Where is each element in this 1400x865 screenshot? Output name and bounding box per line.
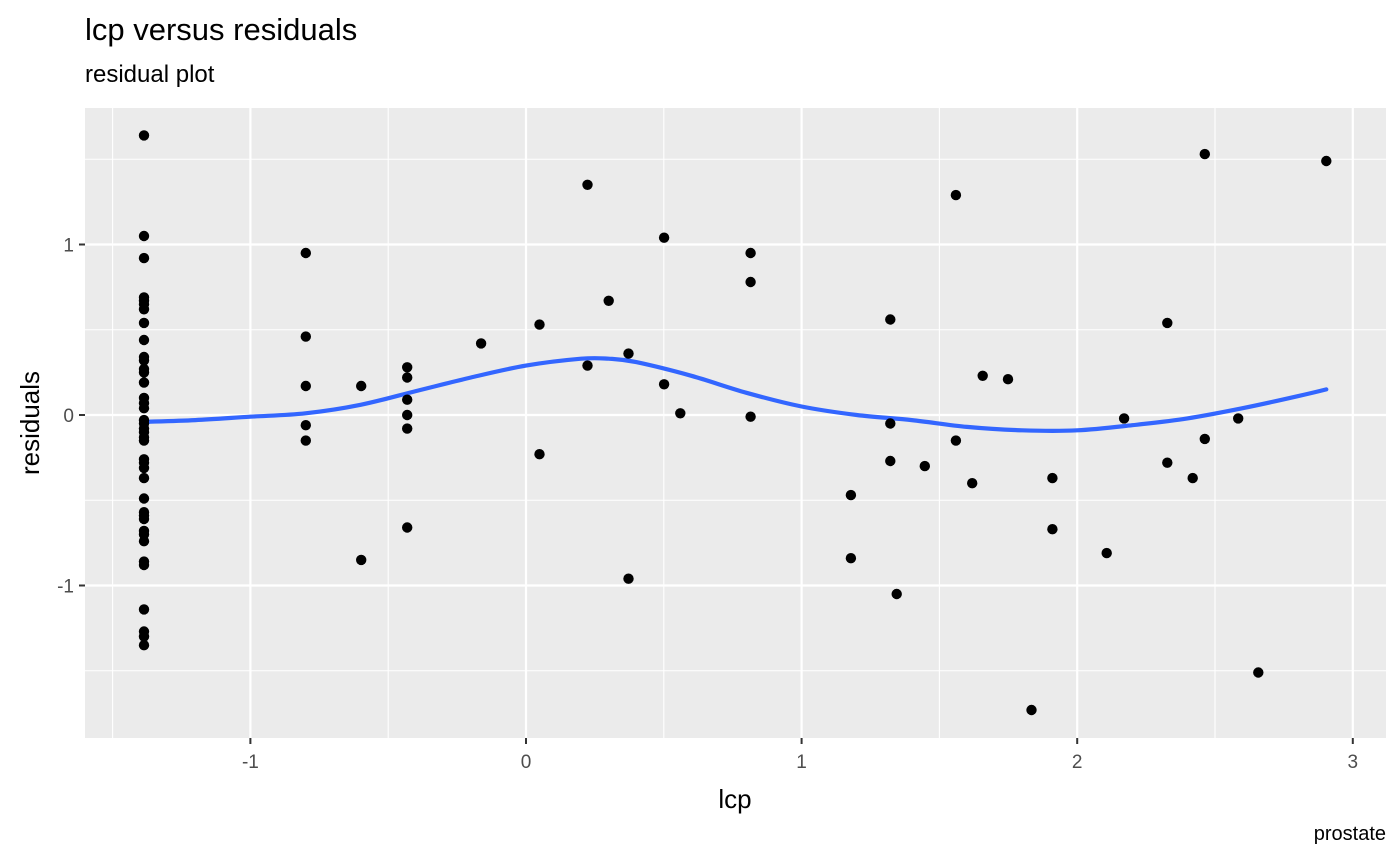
data-point xyxy=(977,370,988,381)
data-point xyxy=(534,449,545,460)
plot-panel xyxy=(85,108,1386,738)
data-point xyxy=(402,394,413,405)
y-axis-label: residuals xyxy=(15,371,45,475)
x-tick-label: 3 xyxy=(1348,752,1359,773)
chart-caption: prostate xyxy=(1313,823,1386,845)
minor-gridlines xyxy=(85,108,1386,738)
data-point xyxy=(138,403,150,414)
data-point xyxy=(1026,704,1037,716)
data-point xyxy=(658,232,670,243)
data-point xyxy=(885,455,896,467)
data-point xyxy=(1199,148,1211,160)
data-point xyxy=(138,493,150,504)
data-point xyxy=(138,317,150,329)
data-point xyxy=(402,522,413,533)
data-point xyxy=(658,379,670,390)
data-point xyxy=(138,304,150,315)
data-point xyxy=(1162,457,1173,468)
x-tick-label: 0 xyxy=(521,752,532,773)
data-point xyxy=(1002,374,1014,385)
x-tick-labels: -1 0 1 2 3 xyxy=(242,752,1358,773)
data-point xyxy=(138,334,150,346)
smooth-layer xyxy=(141,355,1329,433)
data-point xyxy=(300,420,311,431)
data-point xyxy=(138,252,150,264)
data-point xyxy=(138,536,150,547)
data-point xyxy=(138,435,150,446)
data-point xyxy=(138,230,150,242)
data-point xyxy=(1253,667,1264,678)
data-point xyxy=(356,554,367,566)
data-point xyxy=(534,319,545,330)
data-point xyxy=(475,338,487,349)
data-point xyxy=(745,276,756,288)
data-point xyxy=(603,295,614,306)
data-point xyxy=(845,553,857,564)
data-point xyxy=(138,462,150,474)
data-point xyxy=(950,189,962,201)
x-tick-label: 1 xyxy=(796,752,807,773)
data-point xyxy=(745,411,756,422)
data-point xyxy=(582,360,593,371)
data-point xyxy=(623,573,634,584)
data-point xyxy=(138,604,150,615)
data-point xyxy=(845,489,857,501)
data-point xyxy=(1233,413,1244,424)
data-point xyxy=(138,367,150,378)
data-point xyxy=(1162,317,1173,329)
data-point xyxy=(402,409,413,421)
data-point xyxy=(1101,547,1112,559)
data-point xyxy=(402,372,413,383)
data-point xyxy=(300,247,311,259)
x-tick-label: 2 xyxy=(1072,752,1083,773)
data-point xyxy=(138,513,150,525)
data-point xyxy=(138,130,150,141)
points-layer xyxy=(138,130,1332,716)
data-point xyxy=(402,362,413,373)
data-point xyxy=(300,331,311,342)
data-point xyxy=(1187,472,1198,484)
y-tick-label: 0 xyxy=(63,406,74,427)
data-point xyxy=(1118,413,1130,424)
data-point xyxy=(967,478,978,489)
data-point xyxy=(885,314,896,325)
smooth-line xyxy=(141,355,1329,433)
data-point xyxy=(138,472,150,484)
data-point xyxy=(138,631,150,642)
data-point xyxy=(745,247,756,259)
data-point xyxy=(138,355,150,366)
y-tick-label: 1 xyxy=(63,236,74,257)
data-point xyxy=(675,408,686,419)
data-point xyxy=(1047,524,1058,535)
data-point xyxy=(138,377,150,388)
data-point xyxy=(1321,155,1332,167)
chart-subtitle: residual plot xyxy=(85,61,215,88)
chart-title: lcp versus residuals xyxy=(85,12,358,47)
data-point xyxy=(138,559,150,571)
data-point xyxy=(356,380,367,392)
data-point xyxy=(300,380,311,392)
y-tick-label: -1 xyxy=(57,577,74,598)
data-point xyxy=(1047,472,1058,484)
data-point xyxy=(623,348,634,359)
data-point xyxy=(885,418,896,429)
data-point xyxy=(582,179,593,190)
data-point xyxy=(300,435,311,446)
data-point xyxy=(1199,433,1211,445)
data-point xyxy=(950,435,962,446)
data-point xyxy=(402,423,413,434)
x-axis-label: lcp xyxy=(718,784,751,814)
data-point xyxy=(891,588,902,600)
data-point xyxy=(919,460,930,472)
axis-ticks xyxy=(79,243,1354,744)
y-tick-labels: -1 0 1 xyxy=(57,236,74,598)
x-tick-label: -1 xyxy=(242,752,259,773)
data-point xyxy=(138,640,150,651)
